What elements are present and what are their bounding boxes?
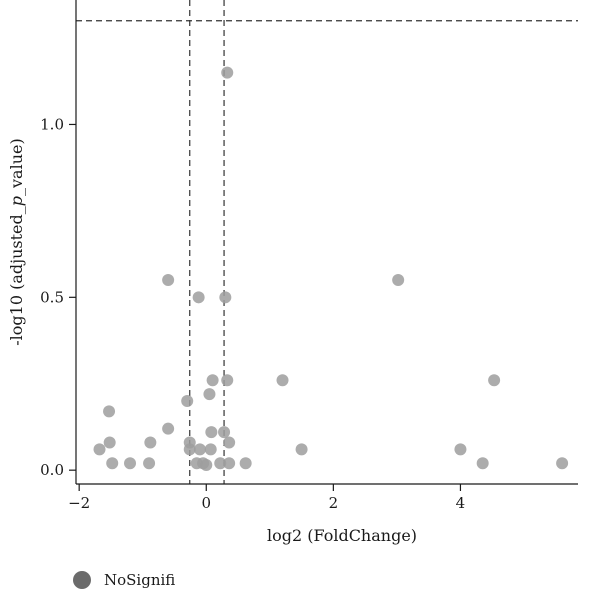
x-axis-label: log2 (FoldChange)	[267, 526, 417, 545]
data-point	[221, 374, 234, 387]
data-point	[223, 436, 236, 449]
y-axis-ticks: 0.0 0.5 1.0	[40, 115, 76, 479]
data-point	[124, 457, 137, 470]
data-point	[205, 426, 218, 439]
x-tick-label: −2	[68, 494, 90, 512]
x-tick-label: 4	[456, 494, 466, 512]
data-point	[219, 291, 232, 304]
data-point	[218, 426, 231, 439]
data-point	[276, 374, 289, 387]
y-axis-label-suffix: _value)	[7, 138, 26, 196]
data-point	[106, 457, 119, 470]
data-point	[143, 457, 156, 470]
data-points	[93, 66, 569, 471]
y-axis-label-italic: p	[7, 196, 26, 206]
data-point	[556, 457, 569, 470]
legend: NoSignifi	[73, 571, 175, 589]
y-tick-label: 0.0	[40, 461, 64, 479]
threshold-lines	[76, 0, 578, 484]
data-point	[162, 422, 175, 435]
data-point	[214, 457, 227, 470]
data-point	[93, 443, 106, 456]
x-tick-label: 0	[201, 494, 211, 512]
x-axis-ticks: −2 0 2 4	[68, 484, 465, 512]
data-point	[239, 457, 252, 470]
y-axis-label: -log10 (adjusted_p_value)	[7, 138, 26, 345]
data-point	[183, 443, 196, 456]
data-point	[454, 443, 467, 456]
legend-label-nosignifi: NoSignifi	[104, 571, 175, 589]
data-point	[103, 405, 116, 418]
data-point	[392, 274, 405, 287]
data-point	[103, 436, 116, 449]
axes	[75, 0, 578, 485]
data-point	[204, 443, 217, 456]
data-point	[488, 374, 501, 387]
data-point	[295, 443, 308, 456]
data-point	[192, 291, 205, 304]
data-point	[200, 458, 213, 471]
x-tick-label: 2	[329, 494, 339, 512]
y-tick-label: 1.0	[40, 115, 64, 133]
data-point	[162, 274, 175, 287]
y-tick-label: 0.5	[40, 288, 64, 306]
data-point	[476, 457, 489, 470]
data-point	[206, 374, 219, 387]
data-point	[193, 443, 206, 456]
data-point	[181, 395, 194, 408]
legend-marker	[73, 571, 91, 589]
data-point	[221, 66, 234, 79]
data-point	[223, 457, 236, 470]
data-point	[203, 388, 216, 401]
data-point	[144, 436, 157, 449]
y-axis-label-prefix: -log10 (adjusted_	[7, 206, 26, 345]
